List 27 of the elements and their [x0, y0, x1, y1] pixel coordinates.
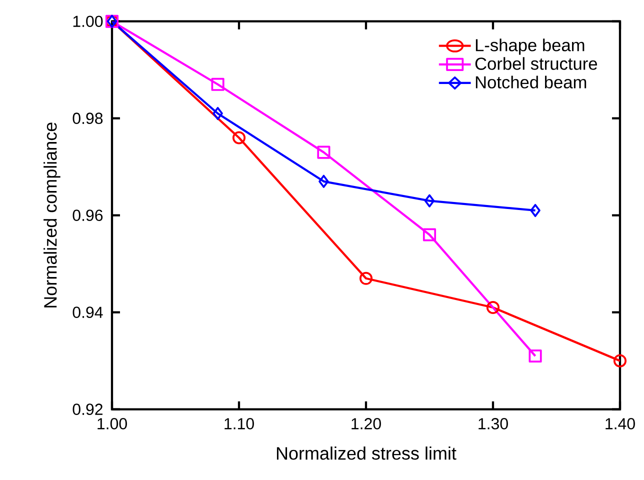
legend-label: L-shape beam — [476, 38, 584, 55]
y-tick-label: 0.96 — [72, 210, 103, 221]
point — [359, 272, 373, 285]
point — [232, 131, 246, 144]
x-tick-label: 1.10 — [224, 418, 254, 430]
x-axis-title: Normalized stress limit — [276, 446, 456, 460]
x-tick-label: 1.30 — [478, 418, 508, 430]
x-tick-label: 1.20 — [352, 418, 381, 430]
y-axis-title: Normalized compliance — [44, 122, 60, 308]
point — [486, 300, 500, 314]
point — [212, 106, 223, 120]
legend-label: Corbel structure — [475, 57, 598, 70]
point — [318, 174, 329, 188]
point — [528, 349, 542, 363]
legend-label: Notched beam — [476, 76, 586, 88]
x-tick-label: 1.40 — [606, 418, 635, 430]
point — [424, 194, 435, 208]
point — [613, 354, 627, 368]
point — [211, 78, 224, 91]
y-tick-label: 0.98 — [72, 112, 103, 124]
y-tick-label: 0.94 — [72, 306, 103, 318]
y-tick-label: 1.00 — [73, 16, 103, 27]
point — [530, 204, 540, 218]
x-tick-label: 1.00 — [98, 418, 127, 430]
point — [422, 228, 436, 242]
point — [317, 146, 330, 159]
y-tick-label: 0.92 — [72, 404, 102, 415]
